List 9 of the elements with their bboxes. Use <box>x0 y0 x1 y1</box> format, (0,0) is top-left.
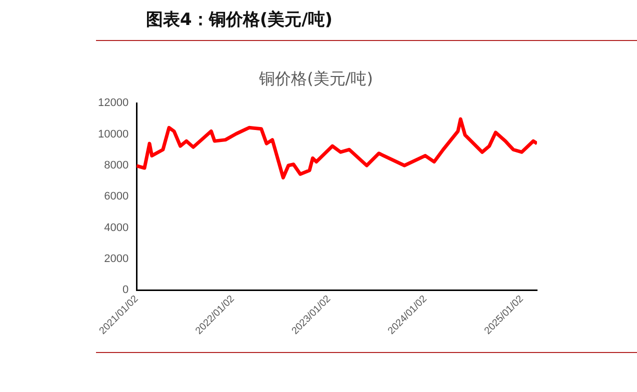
y-tick-label: 12000 <box>98 97 129 110</box>
chart-title: 图表4：铜价格(美元/吨) <box>146 9 333 31</box>
y-tick-label: 8000 <box>104 160 129 172</box>
chart-subtitle: 铜价格(美元/吨) <box>258 68 373 88</box>
y-tick-label: 6000 <box>104 190 129 203</box>
y-tick-label: 10000 <box>98 128 129 140</box>
y-tick-label: 0 <box>122 284 129 296</box>
y-tick-label: 2000 <box>104 253 129 265</box>
y-tick-label: 4000 <box>104 222 129 234</box>
